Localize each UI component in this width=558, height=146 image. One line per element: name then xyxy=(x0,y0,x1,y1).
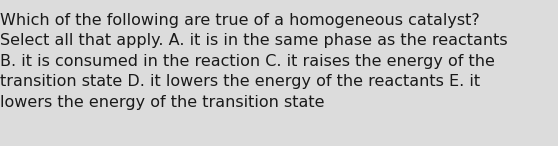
Text: Which of the following are true of a homogeneous catalyst?
Select all that apply: Which of the following are true of a hom… xyxy=(0,13,508,110)
